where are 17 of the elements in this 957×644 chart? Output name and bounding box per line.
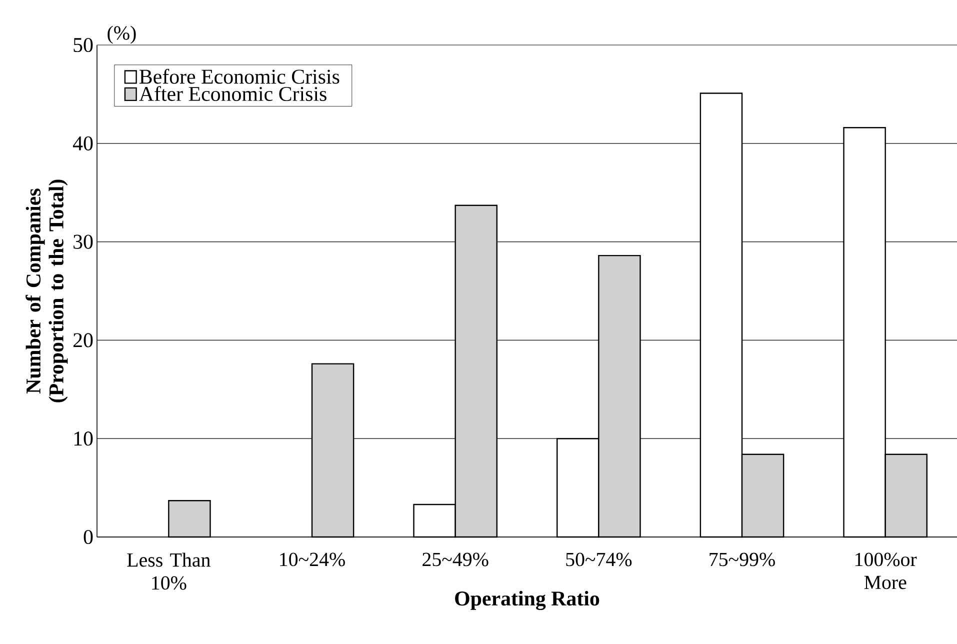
- x-tick-label: Less Than 10%: [127, 552, 210, 590]
- x-tick-label: 25~49%: [422, 552, 488, 566]
- y-tick-label: 0: [84, 530, 93, 544]
- y-tick-label: 50: [74, 38, 93, 52]
- y-tick-label: 10: [74, 432, 93, 446]
- y-tick-label: 30: [74, 234, 93, 249]
- y-axis-title: Number of Companies (Proportion to the Total): [26, 180, 68, 402]
- x-axis-title: Operating Ratio: [455, 590, 600, 610]
- y-tick-label: 40: [72, 136, 93, 150]
- x-tick-label: 100%or More: [856, 552, 917, 590]
- x-tick-label: 10~24%: [280, 552, 345, 566]
- x-tick-label: 75~99%: [710, 552, 775, 566]
- text: (%): [108, 26, 136, 44]
- legend-label: After Economic Crisis: [139, 86, 326, 102]
- legend-label: Before Economic Crisis: [140, 68, 340, 84]
- y-tick-label: 20: [73, 333, 93, 348]
- x-tick-label: 50~74%: [566, 552, 632, 566]
